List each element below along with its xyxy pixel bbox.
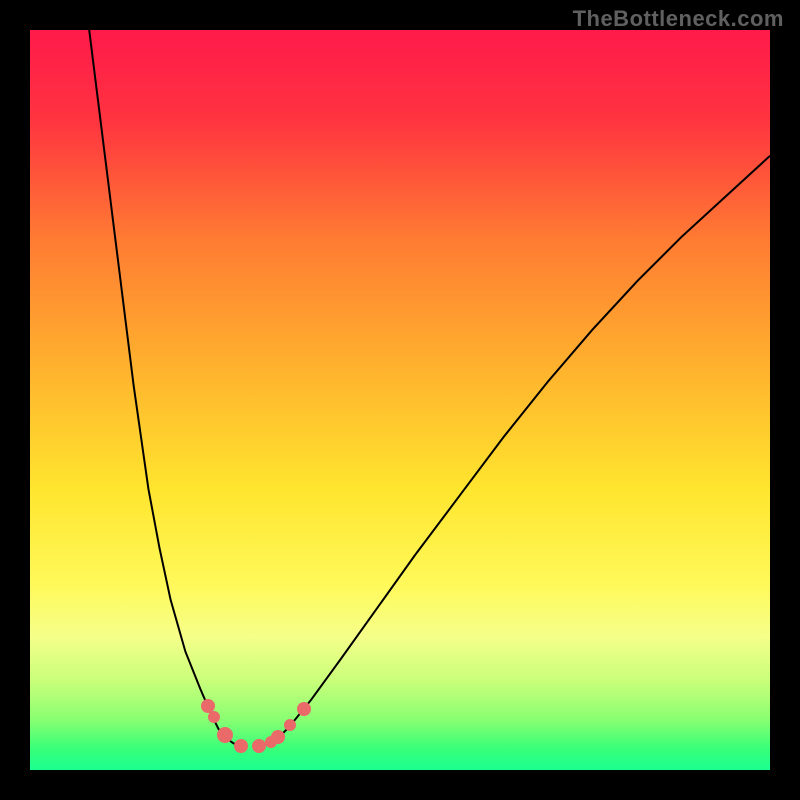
curve-layer: [30, 30, 770, 770]
data-marker: [234, 739, 248, 753]
plot-area: [30, 30, 770, 770]
watermark-text: TheBottleneck.com: [573, 6, 784, 32]
data-marker: [208, 711, 220, 723]
data-marker: [297, 702, 311, 716]
data-marker: [217, 727, 233, 743]
data-marker: [271, 730, 285, 744]
data-marker: [284, 719, 296, 731]
chart-container: TheBottleneck.com: [0, 0, 800, 800]
left-curve: [89, 30, 241, 746]
right-curve: [263, 156, 770, 746]
